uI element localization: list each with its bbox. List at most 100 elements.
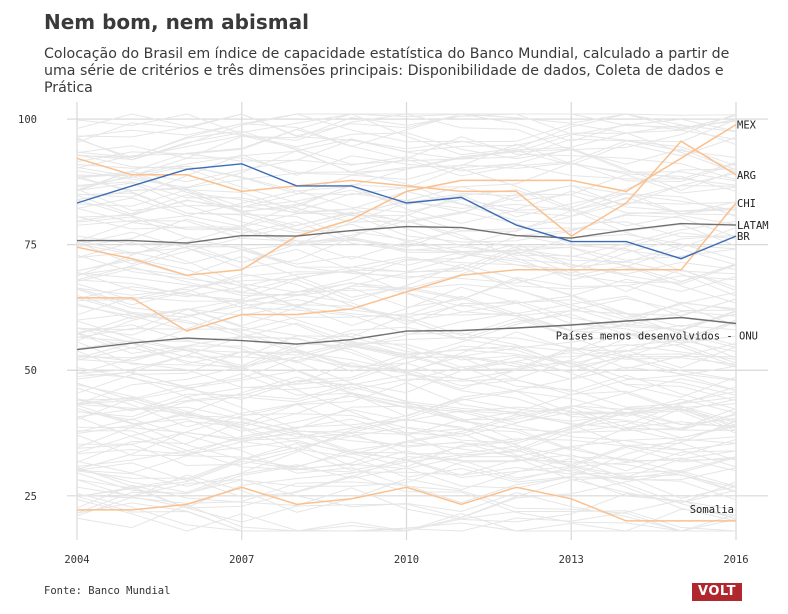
background-line: [76, 418, 737, 532]
background-country-lines: [76, 113, 737, 532]
series-label: Países menos desenvolvidos - ONU: [556, 331, 758, 343]
series-line: [76, 316, 737, 351]
axis-ticks: 25 50 75 100 2004 2007 2010 2013 2016: [18, 114, 749, 566]
background-line: [76, 398, 737, 455]
background-line: [76, 384, 737, 520]
background-line: [76, 432, 737, 498]
background-line: [76, 256, 737, 321]
background-line: [76, 431, 737, 483]
series-label: CHI: [737, 198, 756, 210]
background-line: [76, 258, 737, 301]
background-line: [76, 403, 737, 472]
background-line: [76, 143, 737, 192]
background-line: [76, 214, 737, 316]
background-line: [76, 442, 737, 522]
background-line: [76, 407, 737, 493]
series-lines: [76, 123, 737, 522]
series-label: ARG: [737, 170, 756, 182]
background-line: [76, 162, 737, 208]
background-line: [76, 266, 737, 344]
background-line: [76, 165, 737, 227]
background-line: [76, 263, 737, 331]
background-line: [76, 147, 737, 218]
background-line: [76, 295, 737, 359]
y-tick-label: 50: [24, 365, 37, 377]
background-line: [76, 391, 737, 461]
series-line: [76, 163, 737, 260]
background-line: [76, 220, 737, 282]
background-line: [76, 420, 737, 514]
background-line: [76, 457, 737, 523]
background-line: [76, 426, 737, 476]
background-line: [76, 409, 737, 449]
background-line: [76, 286, 737, 398]
background-line: [76, 175, 737, 304]
background-line: [76, 398, 737, 463]
background-line: [76, 430, 737, 499]
background-line: [76, 484, 737, 523]
background-line: [76, 232, 737, 284]
background-line: [76, 156, 737, 183]
background-line: [76, 267, 737, 307]
series-line: [77, 222, 737, 244]
x-tick-label: 2013: [559, 554, 584, 566]
background-line: [76, 321, 737, 394]
background-line: [76, 478, 737, 532]
background-line: [76, 328, 737, 373]
background-line: [76, 124, 737, 169]
series-line: [76, 140, 737, 238]
background-line: [76, 419, 737, 466]
series-label: LATAM: [737, 220, 769, 232]
background-line: [76, 135, 737, 167]
x-tick-label: 2007: [229, 554, 254, 566]
background-line: [76, 234, 737, 308]
series-line: [76, 123, 737, 277]
background-line: [76, 450, 737, 498]
background-line: [76, 189, 737, 218]
background-line: [76, 347, 737, 410]
background-line: [76, 313, 737, 390]
chart-title: Nem bom, nem abismal: [44, 10, 309, 34]
background-line: [76, 199, 737, 297]
background-line: [76, 406, 737, 504]
background-line: [76, 336, 737, 396]
background-line: [76, 113, 737, 160]
background-line: [76, 157, 737, 238]
background-line: [76, 218, 737, 260]
background-line: [76, 424, 737, 471]
background-line: [76, 342, 737, 394]
background-line: [76, 136, 737, 191]
background-line: [76, 287, 737, 368]
background-line: [76, 182, 737, 224]
background-line: [76, 343, 737, 418]
background-line: [76, 303, 737, 340]
source-note: Fonte: Banco Mundial: [44, 585, 171, 597]
series-label: MEX: [737, 120, 757, 132]
background-line: [76, 220, 737, 273]
series-label: Somalia: [690, 504, 734, 516]
background-line: [76, 297, 737, 332]
y-tick-label: 100: [18, 114, 37, 126]
background-line: [76, 396, 737, 461]
background-line: [76, 359, 737, 437]
background-line: [76, 173, 737, 243]
background-line: [76, 130, 737, 174]
background-line: [76, 459, 737, 498]
series-label: BR: [737, 231, 750, 243]
x-tick-label: 2016: [723, 554, 748, 566]
background-line: [76, 271, 737, 348]
x-tick-label: 2010: [394, 554, 419, 566]
background-line: [76, 226, 737, 275]
y-tick-label: 25: [24, 491, 37, 503]
chart-subtitle: Colocação do Brasil em índice de capacid…: [44, 46, 730, 96]
background-line: [76, 288, 737, 430]
background-line: [76, 297, 737, 412]
y-tick-label: 75: [24, 240, 37, 252]
background-line: [76, 216, 737, 288]
background-line: [76, 154, 737, 209]
background-line: [76, 474, 737, 532]
background-line: [76, 457, 737, 517]
background-line: [76, 464, 737, 511]
